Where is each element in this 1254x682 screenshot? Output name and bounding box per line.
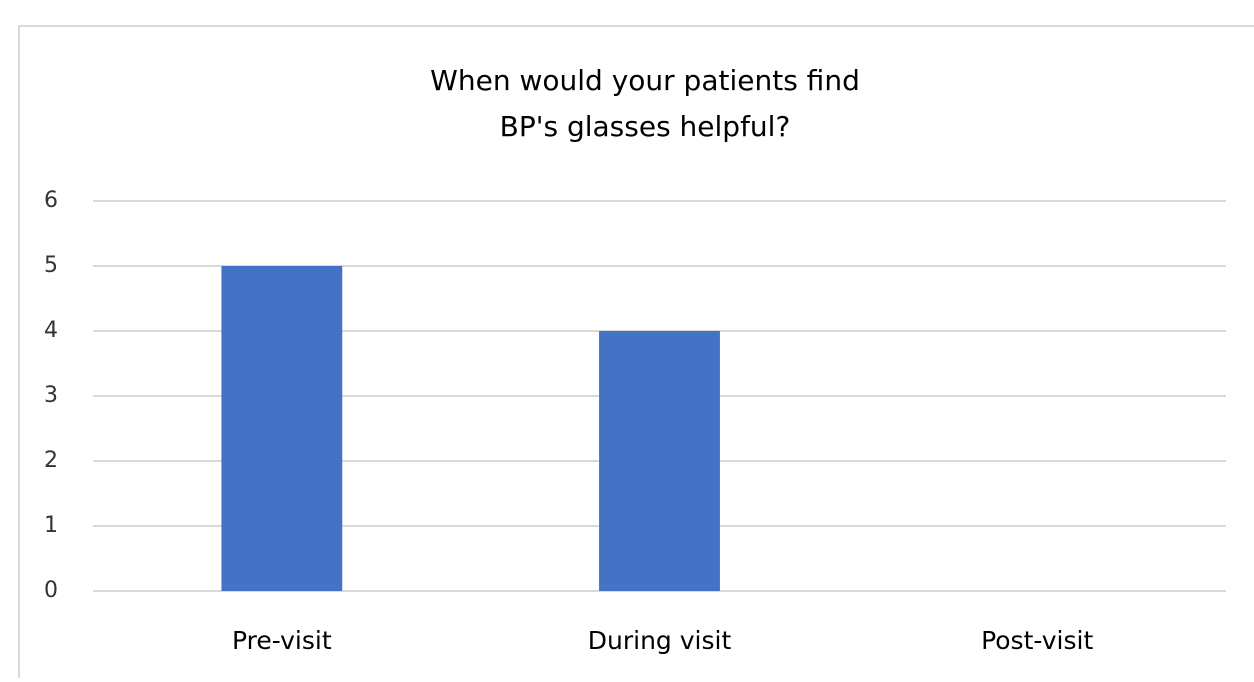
chart-title: When would your patients find [430, 64, 860, 97]
y-tick-label: 0 [44, 578, 58, 603]
bar [221, 266, 343, 591]
y-tick-label: 6 [44, 188, 58, 213]
y-tick-label: 3 [44, 383, 58, 408]
x-tick-label: Post-visit [981, 626, 1093, 655]
y-tick-label: 2 [44, 448, 58, 473]
y-tick-label: 5 [44, 253, 58, 278]
x-tick-label: Pre-visit [232, 626, 332, 655]
y-tick-label: 4 [44, 318, 58, 343]
y-tick-label: 1 [44, 513, 58, 538]
bar [599, 331, 720, 591]
chart-title: BP's glasses helpful? [500, 110, 791, 143]
x-tick-label: During visit [588, 626, 732, 655]
